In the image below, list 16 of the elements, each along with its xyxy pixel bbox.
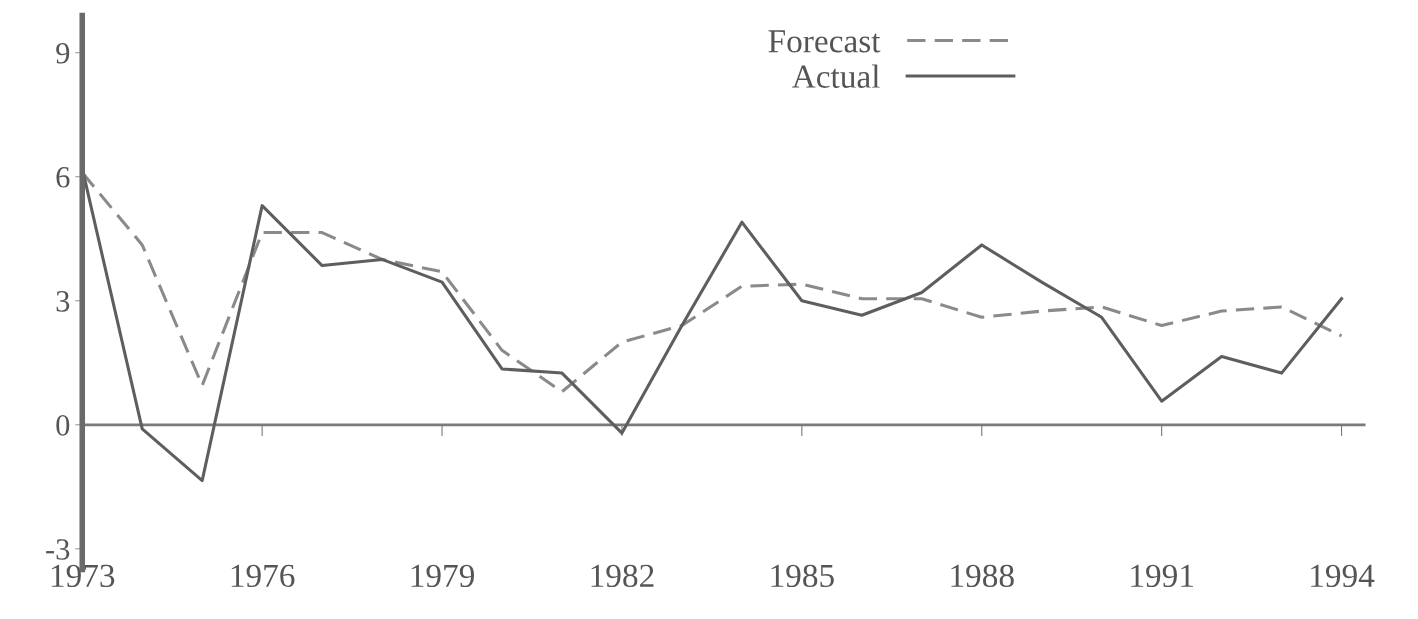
y-tick-label: 3 [56, 291, 70, 312]
line-series [82, 171, 1344, 394]
x-tick-label: 1991 [1131, 564, 1193, 588]
y-tick-label: 9 [56, 43, 70, 64]
x-tick-label: 1994 [1311, 564, 1375, 588]
x-tick-label: 1979 [411, 564, 475, 588]
x-tick-label: 1976 [231, 564, 295, 588]
y-tick-label: 6 [56, 167, 70, 188]
y-tick-label: -3 [46, 539, 70, 560]
y-tick-label: 0 [56, 415, 70, 436]
x-tick-label: 1982 [591, 564, 654, 588]
x-tick-label: 1973 [51, 564, 115, 588]
legend-label: Forecast [768, 30, 881, 53]
x-tick-label: 1985 [771, 564, 834, 588]
legend-label: Actual [791, 64, 880, 88]
x-tick-label: 1988 [951, 564, 1014, 588]
